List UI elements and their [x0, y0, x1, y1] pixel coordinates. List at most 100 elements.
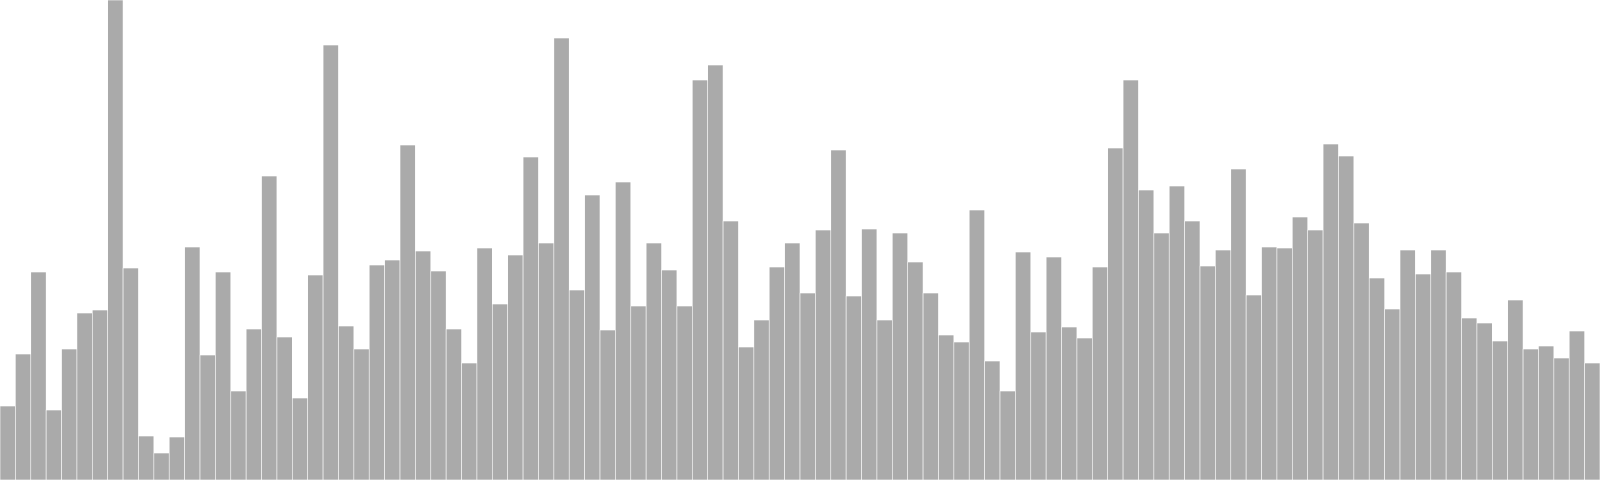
bar-50	[768, 266, 785, 480]
bar-39	[599, 329, 616, 480]
bar-32	[492, 303, 508, 480]
bar-96	[1476, 322, 1493, 480]
bar-77	[1184, 220, 1201, 480]
bar-21	[322, 44, 339, 480]
bar-35	[538, 242, 555, 480]
bar-14	[215, 271, 232, 480]
bar-63	[968, 209, 985, 480]
bar-71	[1092, 266, 1108, 480]
bar-78	[1199, 265, 1216, 480]
bar-97	[1492, 340, 1508, 480]
bar-41	[630, 305, 647, 480]
bar-99	[1522, 348, 1539, 480]
bar-69	[1061, 326, 1078, 480]
bar-100	[1538, 345, 1555, 480]
bar-72	[1107, 147, 1124, 480]
bar-64	[984, 360, 1001, 480]
bar-31	[476, 247, 493, 480]
bar-24	[368, 264, 385, 480]
bar-90	[1384, 308, 1401, 480]
bar-19	[292, 397, 308, 480]
bar-2	[30, 271, 47, 480]
bar-51	[784, 242, 801, 480]
bar-12	[184, 246, 201, 480]
bar-33	[507, 254, 524, 480]
bar-37	[568, 289, 585, 480]
bar-0	[0, 405, 16, 480]
bar-43	[661, 269, 678, 480]
bar-6	[92, 309, 108, 480]
bar-62	[953, 341, 970, 480]
bar-57	[876, 319, 893, 480]
bar-1	[15, 353, 32, 480]
bar-44	[676, 305, 693, 480]
bar-94	[1445, 271, 1462, 480]
bar-40	[615, 181, 632, 480]
bar-66	[1015, 251, 1032, 480]
bar-47	[722, 220, 739, 480]
bar-46	[707, 64, 724, 480]
bar-30	[461, 362, 478, 480]
bar-26	[399, 144, 416, 480]
bar-16	[245, 328, 262, 480]
bar-56	[861, 228, 878, 480]
bar-18	[276, 336, 293, 480]
bar-83	[1276, 247, 1293, 480]
bar-103	[1584, 362, 1600, 480]
bar-79	[1215, 249, 1232, 480]
bar-92	[1415, 273, 1432, 480]
bar-29	[445, 328, 462, 480]
bar-58	[892, 232, 908, 480]
bar-102	[1568, 330, 1585, 480]
bar-53	[815, 229, 832, 480]
bar-88	[1353, 222, 1370, 480]
bar-34	[522, 156, 539, 480]
bar-82	[1261, 246, 1278, 480]
bar-8	[122, 267, 139, 480]
bar-86	[1322, 143, 1339, 480]
bar-52	[799, 292, 816, 480]
bar-54	[830, 149, 847, 480]
bar-7	[107, 0, 124, 480]
bar-93	[1430, 249, 1447, 480]
bar-95	[1461, 317, 1478, 480]
bar-81	[1245, 294, 1262, 480]
bar-23	[353, 348, 370, 480]
bar-98	[1507, 299, 1524, 480]
bar-65	[999, 390, 1016, 480]
bar-15	[230, 390, 247, 480]
bar-5	[76, 312, 93, 480]
bar-61	[938, 334, 955, 480]
bar-55	[845, 295, 862, 480]
bar-89	[1368, 277, 1385, 480]
bar-91	[1399, 249, 1416, 480]
bar-13	[199, 354, 216, 480]
bar-38	[584, 194, 601, 480]
bar-59	[907, 261, 924, 480]
bar-80	[1230, 168, 1247, 480]
bar-48	[738, 346, 755, 480]
bar-20	[307, 274, 324, 480]
bar-74	[1138, 189, 1155, 480]
bar-28	[430, 270, 447, 480]
bar-67	[1030, 331, 1047, 480]
bar-101	[1553, 357, 1570, 480]
bar-75	[1153, 232, 1170, 480]
bar-4	[61, 348, 78, 480]
bar-27	[415, 250, 432, 480]
bar-45	[692, 79, 708, 480]
bar-87	[1338, 155, 1355, 480]
bar-49	[753, 319, 770, 480]
bar-68	[1045, 256, 1062, 480]
bar-60	[922, 292, 939, 480]
bar-11	[168, 436, 185, 480]
bar-42	[645, 242, 662, 480]
bar-10	[153, 452, 170, 480]
bar-3	[45, 409, 62, 480]
bar-70	[1076, 337, 1093, 480]
bar-84	[1292, 216, 1308, 480]
bar-76	[1168, 185, 1185, 480]
bar-25	[384, 259, 401, 480]
